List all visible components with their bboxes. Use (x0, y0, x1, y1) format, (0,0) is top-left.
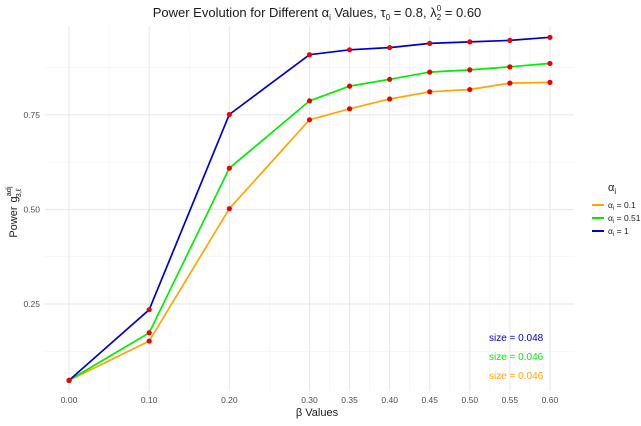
data-point (547, 34, 553, 40)
x-tick-labels: 0.00 0.10 0.20 0.30 0.35 0.40 0.45 0.50 0.55 0.60 (61, 395, 559, 405)
data-point (507, 64, 513, 70)
data-points (66, 34, 553, 384)
data-point (427, 40, 433, 46)
series-line (68, 36, 551, 382)
x-tick-label: 0.00 (61, 395, 78, 405)
x-tick-label: 0.20 (221, 395, 238, 405)
size-annotation: size = 0.048 (489, 333, 544, 344)
legend-title: αi (608, 182, 616, 196)
data-point (146, 330, 152, 336)
size-annotations: size = 0.048 size = 0.046 size = 0.046 (489, 333, 544, 382)
data-point (146, 338, 152, 344)
data-point (507, 80, 513, 86)
data-point (387, 96, 393, 102)
series-lines (68, 36, 551, 382)
series-line (68, 81, 551, 382)
x-tick-label: 0.30 (301, 395, 318, 405)
x-tick-label: 0.35 (341, 395, 358, 405)
legend-label: αi = 1 (608, 226, 629, 238)
x-tick-label: 0.10 (141, 395, 158, 405)
data-point (547, 60, 553, 67)
legend-label: αi = 0.1 (608, 200, 636, 212)
data-point (306, 117, 313, 123)
data-point (467, 86, 473, 93)
x-tick-label: 0.50 (462, 395, 479, 405)
data-point (427, 69, 433, 75)
size-annotation: size = 0.046 (489, 371, 544, 382)
data-point (306, 98, 313, 104)
data-point (306, 52, 313, 58)
data-point (507, 37, 513, 43)
x-tick-label: 0.60 (542, 395, 559, 405)
size-annotation: size = 0.046 (489, 352, 544, 363)
series-line (68, 62, 551, 382)
data-point (226, 206, 232, 212)
chart-title: Power Evolution for Different αi Values,… (153, 4, 482, 22)
legend-label: αi = 0.51 (608, 213, 641, 225)
data-point (467, 67, 473, 73)
data-point (387, 44, 393, 51)
y-tick-label: 0.50 (23, 204, 40, 214)
data-point (226, 165, 232, 171)
x-tick-label: 0.40 (381, 395, 398, 405)
grid-lines (45, 26, 574, 391)
data-point (346, 83, 353, 89)
y-tick-label: 0.75 (23, 110, 40, 120)
data-point (467, 39, 473, 45)
x-tick-label: 0.55 (502, 395, 519, 405)
y-tick-label: 0.25 (23, 299, 40, 309)
x-tick-label: 0.45 (421, 395, 438, 405)
x-axis-title: β Values (296, 407, 339, 419)
data-point (387, 76, 393, 82)
y-axis-title: Powergadj3,ℓ (4, 186, 23, 238)
y-tick-labels: 0.25 0.50 0.75 (23, 110, 40, 309)
data-point (66, 377, 72, 384)
data-point (146, 307, 152, 313)
data-point (346, 106, 353, 112)
data-point (547, 79, 553, 85)
data-point (226, 111, 232, 118)
data-point (427, 89, 433, 95)
data-point (346, 47, 353, 53)
